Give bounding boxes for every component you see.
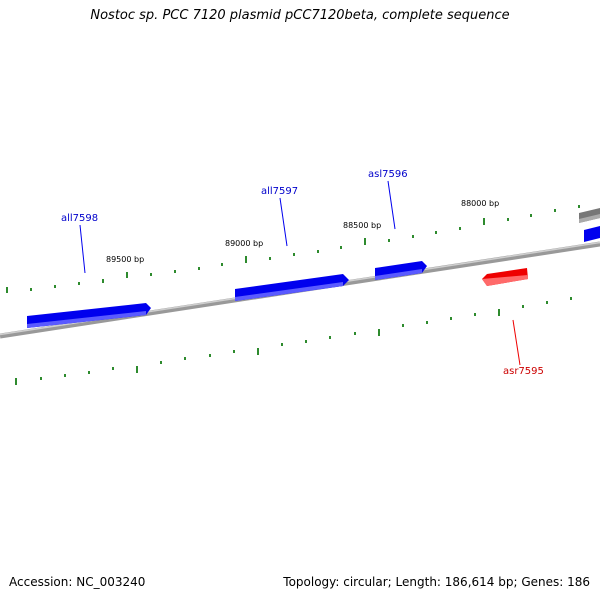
gene-edge-gray[interactable] (579, 208, 600, 223)
gene-asr7595[interactable] (482, 268, 528, 286)
gene-edge-forward[interactable] (584, 226, 600, 242)
position-label: 89500 bp (106, 255, 144, 264)
gene-label-asl7596[interactable]: asl7596 (368, 169, 408, 180)
inner-tick-track (15, 297, 572, 385)
leader-line (279, 197, 288, 247)
leader-line (512, 319, 521, 366)
leader-line (387, 180, 396, 230)
gene-all7597[interactable] (235, 274, 349, 301)
topology-summary: Topology: circular; Length: 186,614 bp; … (283, 575, 590, 589)
gene-asl7596[interactable] (375, 261, 427, 280)
position-label: 89000 bp (225, 239, 263, 248)
map-title: Nostoc sp. PCC 7120 plasmid pCC7120beta,… (90, 8, 510, 23)
accession-text: Accession: NC_003240 (9, 575, 146, 589)
outer-tick-track (6, 205, 580, 293)
position-label: 88000 bp (461, 199, 499, 208)
leader-line (79, 224, 86, 274)
gene-label-all7597[interactable]: all7597 (261, 186, 298, 197)
gene-label-asr7595[interactable]: asr7595 (503, 366, 544, 377)
position-label: 88500 bp (343, 221, 381, 230)
gene-label-all7598[interactable]: all7598 (61, 213, 98, 224)
gene-all7598[interactable] (27, 303, 151, 328)
